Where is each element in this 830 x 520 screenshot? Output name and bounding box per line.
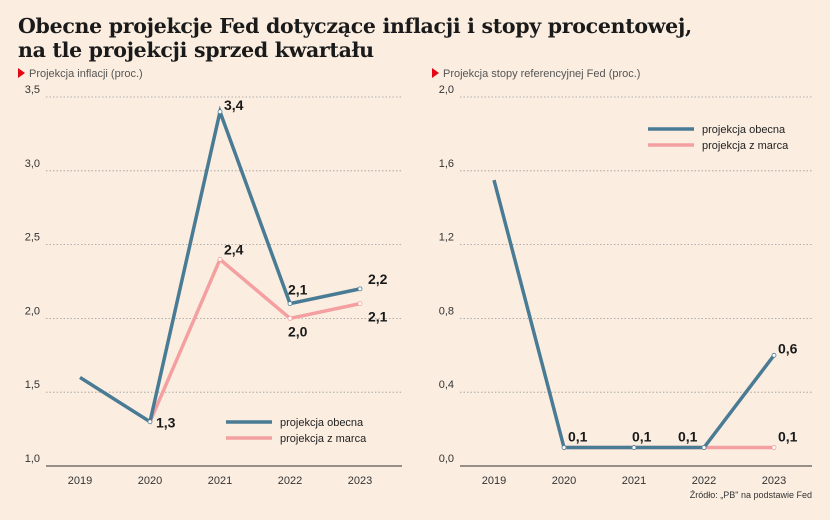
legend-label: projekcja obecna bbox=[280, 417, 364, 429]
y-tick-label: 1,5 bbox=[25, 379, 40, 391]
data-label: 2,0 bbox=[288, 323, 308, 339]
rate-chart: 0,0 0,4 0,8 1,2 1,6 2,0 2019 2020 2021 2022 2023 0,… bbox=[439, 84, 812, 487]
point-current bbox=[287, 301, 293, 307]
point-current bbox=[631, 445, 637, 450]
series-line-current bbox=[492, 179, 776, 450]
x-tick-label: 2022 bbox=[278, 475, 302, 487]
data-label: 2,4 bbox=[224, 241, 244, 257]
chart-title: Obecne projekcje Fed dotyczące inflacji … bbox=[18, 14, 692, 62]
data-label: 3,4 bbox=[224, 97, 244, 113]
series-line-march bbox=[148, 256, 361, 423]
x-tick-label: 2023 bbox=[348, 475, 372, 487]
data-label: 2,1 bbox=[288, 282, 308, 298]
legend-label: projekcja z marca bbox=[702, 140, 789, 152]
y-tick-label: 1,0 bbox=[25, 453, 40, 465]
source-note: Źródło: „PB" na podstawie Fed bbox=[689, 490, 812, 500]
inflation-chart: 1,0 1,5 2,0 2,5 3,0 3,5 2019 2020 2021 2022 2023 3,… bbox=[25, 84, 402, 487]
y-tick-label: 1,6 bbox=[439, 158, 454, 170]
legend-label: projekcja obecna bbox=[702, 124, 786, 136]
point-current bbox=[701, 445, 707, 450]
data-label: 0,1 bbox=[778, 429, 798, 445]
y-tick-label: 3,0 bbox=[25, 158, 40, 170]
x-tick-label: 2020 bbox=[138, 475, 162, 487]
data-label: 0,1 bbox=[678, 429, 698, 445]
red-triangle-icon bbox=[432, 68, 439, 78]
x-tick-label: 2021 bbox=[208, 475, 232, 487]
data-label: 0,1 bbox=[632, 429, 652, 445]
inflation-subtitle: Projekcja inflacji (proc.) bbox=[18, 68, 143, 80]
inflation-subtitle-text: Projekcja inflacji (proc.) bbox=[29, 68, 143, 80]
y-tick-label: 2,5 bbox=[25, 232, 40, 244]
data-label: 0,1 bbox=[568, 429, 588, 445]
point-march bbox=[217, 256, 223, 262]
data-label: 1,3 bbox=[156, 415, 176, 431]
y-tick-label: 0,0 bbox=[439, 453, 454, 465]
point-march bbox=[287, 315, 293, 321]
x-tick-label: 2022 bbox=[692, 475, 716, 487]
series-line-current bbox=[79, 105, 361, 425]
data-label: 2,1 bbox=[368, 309, 388, 325]
y-tick-label: 3,5 bbox=[25, 84, 40, 96]
y-tick-label: 1,2 bbox=[439, 232, 454, 244]
red-triangle-icon bbox=[18, 68, 25, 78]
point-march bbox=[357, 301, 363, 307]
point-march bbox=[771, 445, 777, 450]
x-tick-label: 2020 bbox=[552, 475, 576, 487]
data-label: 2,2 bbox=[368, 271, 388, 287]
x-tick-label: 2019 bbox=[482, 475, 506, 487]
legend-label: projekcja z marca bbox=[280, 433, 367, 445]
y-tick-label: 2,0 bbox=[25, 305, 40, 317]
point-current bbox=[357, 286, 363, 292]
rate-subtitle: Projekcja stopy referencyjnej Fed (proc.… bbox=[432, 68, 640, 80]
point-current bbox=[771, 352, 777, 358]
y-tick-label: 0,8 bbox=[439, 305, 454, 317]
point-current bbox=[147, 419, 153, 425]
title-line-1: Obecne projekcje Fed dotyczące inflacji … bbox=[18, 14, 692, 38]
rate-subtitle-text: Projekcja stopy referencyjnej Fed (proc.… bbox=[443, 68, 641, 80]
x-tick-label: 2019 bbox=[68, 475, 92, 487]
title-line-2: na tle projekcji sprzed kwartału bbox=[18, 38, 374, 62]
y-tick-label: 2,0 bbox=[439, 84, 454, 96]
y-tick-label: 0,4 bbox=[439, 379, 454, 391]
point-current bbox=[217, 109, 223, 115]
x-tick-label: 2023 bbox=[762, 475, 786, 487]
x-tick-label: 2021 bbox=[622, 475, 646, 487]
point-current bbox=[561, 445, 567, 450]
data-label: 0,6 bbox=[778, 340, 798, 356]
